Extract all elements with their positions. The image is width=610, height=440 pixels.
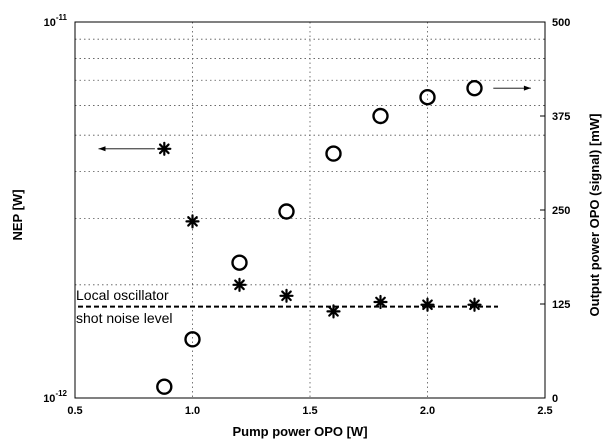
y-right-tick-label: 125 [552, 299, 570, 311]
x-tick-label: 2.5 [537, 405, 552, 417]
asterisk-data-point [326, 304, 341, 319]
x-tick-label: 0.5 [67, 405, 82, 417]
x-tick-labels: 0.5 1.0 1.5 2.0 2.5 [67, 405, 552, 417]
circle-data-point [466, 79, 483, 97]
asterisk-data-point [157, 141, 172, 156]
asterisk-data-point [232, 277, 247, 292]
y-left-tick-labels: 10-11 10-12 [43, 13, 67, 405]
asterisk-stroke [469, 299, 480, 311]
asterisk-data-point [185, 214, 200, 229]
y-right-tick-labels: 0 125 250 375 500 [540, 17, 570, 405]
y-left-axis-label: NEP [W] [10, 189, 25, 240]
y-left-tick-label: 10-11 [44, 13, 68, 29]
grid-lines [75, 22, 545, 398]
x-tick-label: 2.0 [420, 405, 435, 417]
asterisk-stroke [234, 279, 245, 291]
reference-line-label-line-2: shot noise level [76, 310, 173, 326]
asterisk-stroke [281, 290, 292, 302]
x-tick-label: 1.5 [302, 405, 317, 417]
axis-arrows [98, 85, 531, 152]
reference-line-label-line-1: Local oscillator [76, 287, 169, 303]
x-axis-label: Pump power OPO [W] [232, 424, 367, 439]
circle-data-point [372, 107, 389, 125]
circle-data-point [325, 145, 342, 162]
arrow-head [523, 85, 531, 91]
y-right-axis-label: Output power OPO (signal) [mW] [587, 114, 602, 317]
y-right-tick-label: 500 [552, 17, 570, 29]
circle-data-point [184, 331, 201, 348]
y-left-tick-label: 10-12 [43, 389, 67, 405]
y-right-tick-label: 0 [552, 393, 558, 405]
asterisk-data-point [467, 297, 482, 312]
x-tick-label: 1.0 [185, 405, 200, 417]
asterisk-data-point [279, 288, 294, 303]
asterisk-data-point [420, 297, 435, 312]
data-marks [156, 79, 483, 395]
circle-data-point [278, 203, 295, 220]
y-right-tick-label: 375 [552, 111, 570, 123]
left-axis-arrow [98, 146, 155, 152]
asterisk-stroke [158, 143, 170, 155]
circle-data-point [231, 254, 248, 271]
circle-data-point [419, 88, 436, 106]
y-right-tick-label: 250 [552, 205, 570, 217]
circle-data-point [156, 378, 173, 395]
asterisk-stroke [375, 296, 386, 308]
right-axis-arrow [493, 85, 531, 91]
asterisk-data-point [373, 294, 388, 310]
asterisk-stroke [187, 216, 198, 227]
asterisk-stroke [422, 299, 433, 311]
asterisk-stroke [328, 306, 339, 317]
arrow-head [98, 146, 106, 152]
